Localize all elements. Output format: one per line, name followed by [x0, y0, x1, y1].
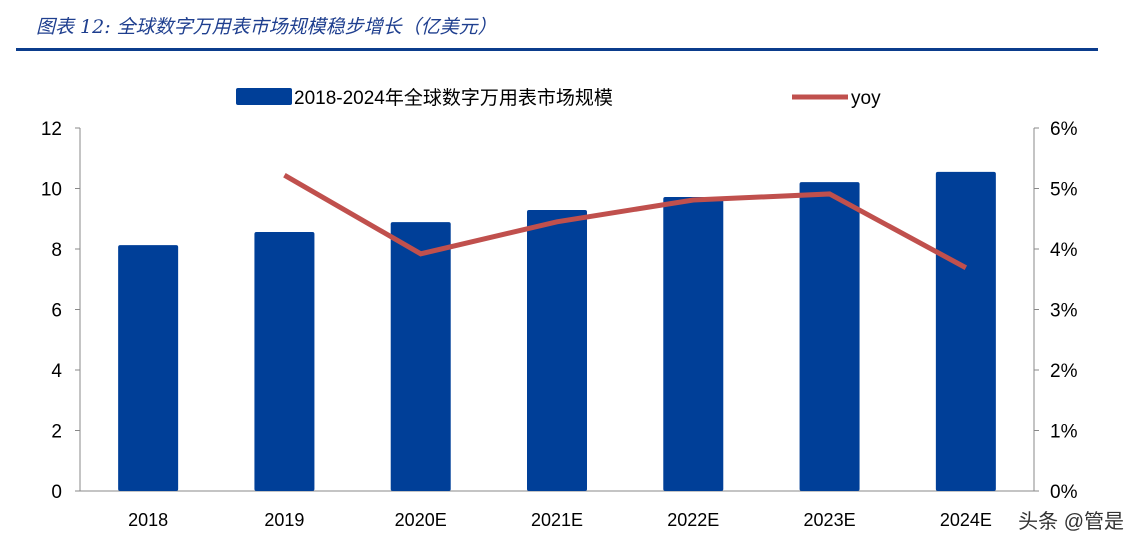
legend-bar-swatch — [236, 88, 292, 105]
x-tick-label: 2023E — [804, 510, 856, 530]
bar-2020E — [390, 222, 451, 491]
x-tick-label: 2019 — [264, 510, 304, 530]
right-tick-label: 3% — [1050, 301, 1078, 322]
yoy-line — [283, 173, 968, 270]
left-tick-label: 6 — [51, 301, 62, 322]
x-tick-label: 2018 — [128, 510, 168, 530]
left-tick-label: 2 — [51, 422, 62, 443]
left-tick-label: 12 — [41, 119, 62, 140]
bar-2023E — [799, 182, 860, 491]
right-tick-label: 4% — [1050, 240, 1078, 261]
bar-2021E — [527, 209, 587, 492]
watermark: 头条 @管是 — [1018, 510, 1124, 533]
x-tick-label: 2024E — [940, 510, 992, 530]
bar-2022E — [663, 196, 724, 491]
x-tick-label: 2022E — [667, 510, 719, 530]
legend-line-label: yoy — [851, 88, 881, 109]
x-tick-label: 2021E — [531, 510, 583, 530]
left-tick-label: 10 — [41, 180, 62, 201]
right-tick-label: 0% — [1050, 482, 1078, 503]
legend-bar-label: 2018-2024年全球数字万用表市场规模 — [294, 87, 613, 109]
bar-2019 — [254, 232, 315, 491]
right-tick-label: 2% — [1050, 361, 1078, 382]
figure-title: 图表 12: 全球数字万用表市场规模稳步增长（亿美元） — [36, 16, 497, 38]
left-tick-label: 4 — [51, 361, 62, 382]
bar-2024E — [935, 171, 996, 492]
bar-2018 — [118, 245, 179, 491]
right-tick-label: 6% — [1050, 119, 1078, 140]
title-divider — [16, 48, 1098, 51]
left-tick-label: 8 — [51, 240, 62, 261]
left-tick-label: 0 — [51, 482, 62, 503]
right-tick-label: 1% — [1050, 422, 1078, 443]
right-tick-label: 5% — [1050, 180, 1078, 201]
x-tick-label: 2020E — [395, 510, 447, 530]
